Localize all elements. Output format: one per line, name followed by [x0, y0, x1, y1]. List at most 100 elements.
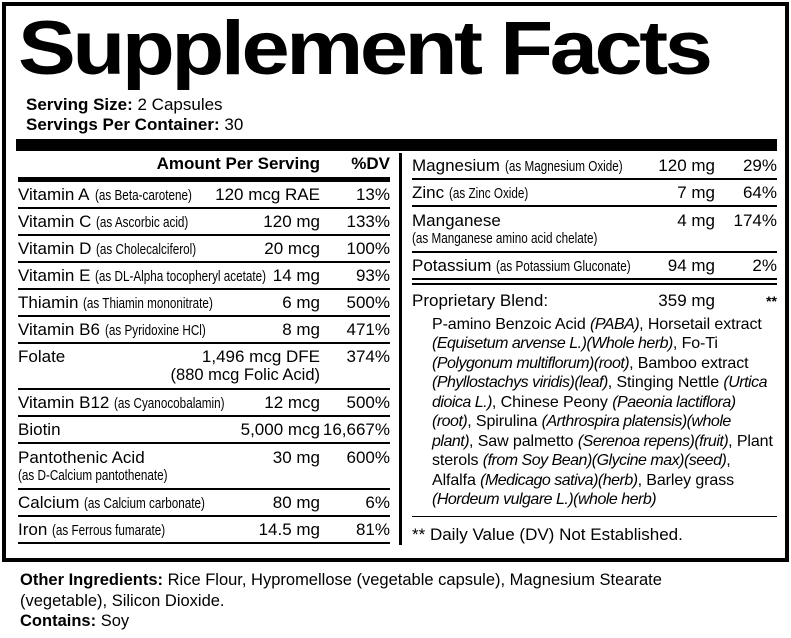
- panel-title: Supplement Facts: [18, 6, 713, 91]
- contains-line: Contains: Soy: [20, 611, 742, 632]
- blend-divider-bar-bottom: [412, 515, 777, 518]
- ingredient-name: , Saw palmetto: [469, 432, 578, 450]
- nutrient-source-text: (as Beta-carotene): [94, 186, 192, 204]
- nutrient-source: (as Zinc Oxide): [449, 183, 528, 203]
- nutrient-name-text: Potassium: [412, 255, 492, 275]
- serving-info: Serving Size: 2 Capsules Servings Per Co…: [26, 95, 785, 134]
- nutrient-source-text: (as Ascorbic acid): [96, 213, 189, 231]
- nutrient-source: (as Cholecalciferol): [96, 239, 196, 259]
- table-row: Vitamin B6 (as Pyridoxine HCl) 8 mg 471%: [18, 317, 390, 345]
- header-divider-bar: [16, 139, 777, 152]
- contains-label: Contains:: [20, 612, 97, 630]
- nutrient-name: Vitamin C (as Ascorbic acid): [18, 212, 263, 232]
- nutrient-name: Iron (as Ferrous fumarate): [18, 520, 259, 540]
- facts-column-right: Magnesium (as Magnesium Oxide) 120 mg 29% Zi…: [412, 153, 777, 545]
- nutrient-name-text: Zinc: [412, 182, 445, 202]
- dv-value: 6%: [365, 492, 390, 512]
- nutrient-name: Vitamin A (as Beta-carotene): [18, 185, 215, 205]
- nutrient-source: (as Calcium carbonate): [84, 493, 205, 513]
- amount-value: 5,000 mcg: [240, 419, 320, 439]
- amount-per-serving-header: Amount Per Serving: [156, 154, 320, 174]
- nutrient-source-text: (as D-Calcium pantothenate): [18, 467, 168, 485]
- servings-per-container-label: Servings Per Container:: [26, 114, 220, 134]
- amount-value: 14.5 mg: [258, 519, 320, 539]
- botanical-name: (Medicago sativa)(herb): [480, 471, 638, 489]
- ingredient-name: , Bamboo extract: [629, 354, 749, 372]
- nutrient-name-text: Vitamin A: [18, 184, 90, 204]
- nutrient-source-text: (as DL-Alpha tocopheryl acetate): [95, 267, 267, 285]
- nutrient-name-text: Vitamin B6: [18, 319, 100, 339]
- dv-value: 374%: [346, 347, 390, 367]
- botanical-name: (Hordeum vulgare L.)(whole herb): [432, 491, 657, 509]
- table-row-main: Folate 1,496 mcg DFE 374%: [18, 347, 390, 367]
- nutrient-source: (as DL-Alpha tocopheryl acetate): [95, 266, 266, 286]
- table-row-main: Vitamin B12 (as Cyanocobalamin) 12 mcg 500%: [18, 393, 390, 413]
- table-row-main: Vitamin E (as DL-Alpha tocopheryl acetate…: [18, 266, 390, 286]
- facts-columns: Amount Per Serving %DV Vitamin A (as Beta…: [18, 153, 777, 546]
- dv-value: 600%: [346, 448, 390, 468]
- amount-value: 120 mg: [658, 155, 715, 175]
- proprietary-blend-amount: 359 mg: [658, 290, 715, 310]
- nutrient-name-text: Vitamin D: [18, 238, 92, 258]
- nutrient-name: Vitamin B6 (as Pyridoxine HCl): [18, 320, 282, 340]
- nutrient-name-text: Vitamin E: [18, 265, 91, 285]
- table-row-main: Biotin 5,000 mcg 16,667%: [18, 420, 390, 440]
- nutrient-rows-right: Magnesium (as Magnesium Oxide) 120 mg 29% Zi…: [412, 153, 777, 281]
- dv-value: 93%: [355, 265, 390, 285]
- amount-value: 120 mcg RAE: [215, 184, 320, 204]
- dv-value: 500%: [346, 292, 390, 312]
- nutrient-name-text: Calcium: [18, 492, 80, 512]
- column-header: Amount Per Serving %DV: [18, 153, 390, 183]
- nutrient-name-text: Iron: [18, 519, 48, 539]
- nutrient-source: (as Ferrous fumarate): [52, 520, 165, 540]
- table-row-main: Iron (as Ferrous fumarate) 14.5 mg 81%: [18, 520, 390, 540]
- dv-header: %DV: [351, 154, 390, 174]
- other-ingredients-label: Other Ingredients:: [20, 571, 164, 589]
- amount-value: 6 mg: [282, 292, 320, 312]
- nutrient-source-text: (as Potassium Gluconate): [496, 257, 631, 275]
- botanical-name: (PABA): [589, 315, 640, 333]
- table-row: Potassium (as Potassium Gluconate) 94 mg 2%: [412, 253, 777, 281]
- table-row-main: Vitamin A (as Beta-carotene) 120 mcg RAE 13…: [18, 185, 390, 205]
- nutrient-source-text: (as Calcium carbonate): [84, 494, 206, 512]
- amount-value: 120 mg: [263, 211, 320, 231]
- nutrient-name-text: Manganese: [412, 211, 501, 231]
- nutrient-source: (as Cyanocobalamin): [114, 393, 225, 413]
- table-row-main: Calcium (as Calcium carbonate) 80 mg 6%: [18, 493, 390, 513]
- nutrient-name-text: Biotin: [18, 419, 61, 439]
- dv-value: 133%: [346, 211, 390, 231]
- table-row: Zinc (as Zinc Oxide) 7 mg 64%: [412, 180, 777, 208]
- serving-size-label: Serving Size:: [26, 95, 133, 115]
- proprietary-blend-row: Proprietary Blend: 359 mg **: [412, 291, 777, 311]
- dv-value: 174%: [733, 211, 777, 231]
- nutrient-name-text: Vitamin C: [18, 211, 92, 231]
- nutrient-name-text: Thiamin: [18, 292, 79, 312]
- botanical-name: (Paeonia lactiflora)(root): [432, 393, 736, 431]
- table-row: Iron (as Ferrous fumarate) 14.5 mg 81%: [18, 517, 390, 545]
- table-row: Magnesium (as Magnesium Oxide) 120 mg 29%: [412, 153, 777, 181]
- proprietary-blend-dv: **: [766, 292, 777, 309]
- nutrient-name: Pantothenic Acid: [18, 448, 273, 468]
- table-row-main: Zinc (as Zinc Oxide) 7 mg 64%: [412, 183, 777, 203]
- dv-value: 100%: [346, 238, 390, 258]
- nutrient-source-text: (as Cyanocobalamin): [114, 394, 225, 412]
- supplement-facts-panel: Supplement Facts Serving Size: 2 Capsule…: [2, 2, 789, 562]
- serving-size-value: 2 Capsules: [137, 95, 223, 115]
- nutrient-source-text: (as Thiamin mononitrate): [83, 294, 214, 312]
- nutrient-name-text: Folate: [18, 347, 66, 367]
- table-row: Vitamin E (as DL-Alpha tocopheryl acetate…: [18, 263, 390, 291]
- other-ingredients-line: Other Ingredients: Rice Flour, Hypromell…: [20, 570, 742, 611]
- table-row-main: Thiamin (as Thiamin mononitrate) 6 mg 500%: [18, 293, 390, 313]
- botanical-name: (Urtica dioica L.): [432, 374, 767, 411]
- proprietary-blend-label: Proprietary Blend:: [412, 290, 549, 310]
- table-row: Vitamin A (as Beta-carotene) 120 mcg RAE 13…: [18, 182, 390, 210]
- nutrient-name-text: Vitamin B12: [18, 392, 110, 412]
- table-row: Vitamin D (as Cholecalciferol) 20 mcg 100%: [18, 236, 390, 264]
- table-row: Manganese 4 mg 174% (as Manganese amino aci…: [412, 207, 777, 254]
- dv-value: 471%: [346, 319, 390, 339]
- amount-value: 14 mg: [272, 265, 320, 285]
- table-row: Thiamin (as Thiamin mononitrate) 6 mg 500%: [18, 290, 390, 318]
- table-row-sub: (as Manganese amino acid chelate): [412, 230, 777, 247]
- nutrient-name: Potassium (as Potassium Gluconate): [412, 256, 668, 276]
- amount-value: 1,496 mcg DFE: [201, 347, 320, 367]
